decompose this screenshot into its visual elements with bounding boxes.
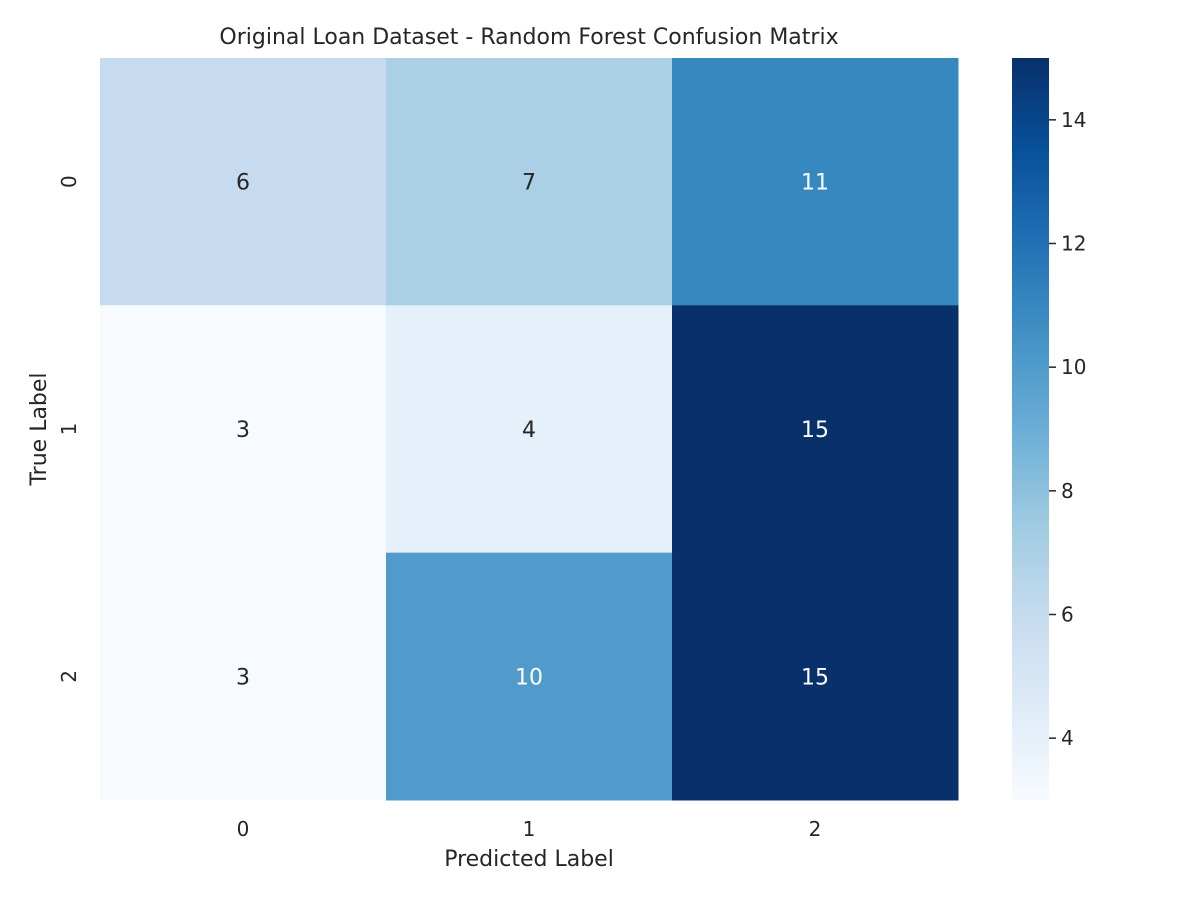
x-axis-ticks: 0 1 2 [237, 817, 822, 841]
colorbar-tick-label: 4 [1061, 726, 1074, 750]
heatmap-cell-r0-c1 [386, 58, 673, 306]
y-tick-label: 2 [57, 670, 81, 683]
cell-value-label: 3 [236, 665, 250, 690]
heatmap-cells [100, 58, 959, 801]
colorbar-tick-label: 6 [1061, 603, 1074, 627]
y-tick-label: 0 [57, 175, 81, 188]
colorbar-tick-label: 10 [1061, 355, 1086, 379]
y-tick-label: 1 [57, 423, 81, 436]
heatmap-cell-labels: 6 7 11 3 4 15 3 10 15 [236, 171, 829, 691]
cell-value-label: 3 [236, 418, 250, 443]
x-axis-label: Predicted Label [444, 847, 614, 872]
cell-value-label: 10 [515, 665, 543, 690]
x-tick-label: 0 [237, 817, 250, 841]
x-tick-label: 2 [809, 817, 822, 841]
cell-value-label: 11 [801, 171, 829, 196]
x-tick-label: 1 [523, 817, 536, 841]
cell-value-label: 15 [801, 665, 829, 690]
colorbar-tick-label: 14 [1061, 108, 1086, 132]
heatmap-cell-r0-c2 [672, 58, 959, 306]
colorbar-tick-label: 8 [1061, 479, 1074, 503]
cell-value-label: 7 [522, 171, 536, 196]
heatmap-cell-r1-c2 [672, 305, 959, 554]
heatmap-cell-r2-c0 [100, 552, 387, 801]
chart-title: Original Loan Dataset - Random Forest Co… [219, 25, 838, 50]
cell-value-label: 6 [236, 171, 250, 196]
heatmap-cell-r0-c0 [100, 58, 387, 306]
heatmap-cell-r2-c2 [672, 552, 959, 801]
colorbar-tick-label: 12 [1061, 232, 1086, 256]
colorbar: 4 6 8 10 12 14 [1012, 58, 1086, 800]
colorbar-ticks: 4 6 8 10 12 14 [1049, 108, 1086, 750]
cell-value-label: 15 [801, 418, 829, 443]
colorbar-gradient [1012, 58, 1049, 800]
heatmap-cell-r2-c1 [386, 552, 673, 801]
heatmap-cell-r1-c0 [100, 305, 387, 554]
cell-value-label: 4 [522, 418, 536, 443]
y-axis-label: True Label [27, 372, 52, 486]
heatmap-cell-r1-c1 [386, 305, 673, 554]
y-axis-ticks: 0 1 2 [57, 175, 81, 682]
